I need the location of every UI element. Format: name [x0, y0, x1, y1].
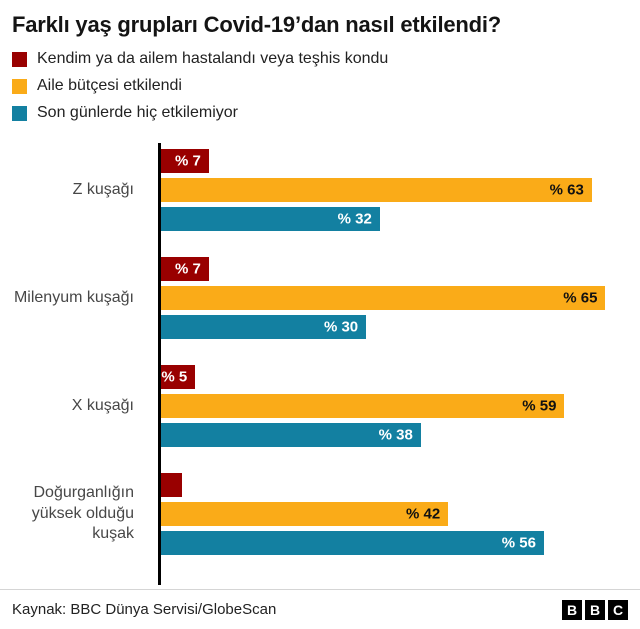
- bar-group: Doğurganlığın yüksek olduğu kuşak % 42 % 5…: [0, 473, 626, 555]
- header: Farklı yaş grupları Covid-19’dan nasıl e…: [0, 0, 640, 42]
- category-label: Doğurganlığın yüksek olduğu kuşak: [31, 483, 134, 543]
- bar-value-label: % 59: [522, 397, 557, 415]
- bar-value-label: % 42: [406, 505, 441, 523]
- bar: % 56: [161, 531, 544, 555]
- legend-label: Kendim ya da ailem hastalandı veya teşhi…: [37, 50, 389, 67]
- bar-value-label: % 56: [501, 534, 536, 552]
- bbc-logo-letter: B: [562, 599, 582, 620]
- bar: [161, 473, 182, 497]
- legend-item: Kendim ya da ailem hastalandı veya teşhi…: [12, 50, 626, 68]
- bar-value-label: % 65: [563, 289, 598, 307]
- bbc-logo-letter: C: [608, 599, 628, 620]
- bbc-logo: B B C: [562, 599, 628, 620]
- legend-swatch-teal: [12, 105, 27, 121]
- bar: % 7: [161, 149, 209, 173]
- bar-value-label: % 38: [378, 426, 413, 444]
- footer: Kaynak: BBC Dünya Servisi/GlobeScan B B …: [0, 589, 640, 629]
- bar-value-label: % 5: [161, 368, 188, 386]
- bar-series-group: % 7 % 63 % 32: [146, 149, 626, 231]
- bar: % 32: [161, 207, 380, 231]
- chart-groups: Z kuşağı % 7 % 63 % 32 Milenyum kuşağı % 7 % 6…: [0, 149, 626, 555]
- bar-value-label: % 7: [175, 152, 201, 170]
- bar: % 5: [161, 365, 196, 389]
- category-label: Milenyum kuşağı: [13, 288, 134, 306]
- bar: % 59: [161, 394, 565, 418]
- category-label: Z kuşağı: [72, 180, 134, 198]
- bar-group: Z kuşağı % 7 % 63 % 32: [0, 149, 626, 231]
- bar-series-group: % 5 % 59 % 38: [146, 365, 626, 447]
- source-caption: Kaynak: BBC Dünya Servisi/GlobeScan: [12, 601, 277, 618]
- legend-label: Aile bütçesi etkilendi: [37, 77, 182, 94]
- legend-swatch-orange: [12, 78, 27, 94]
- bbc-logo-letter: B: [585, 599, 605, 620]
- legend-item: Aile bütçesi etkilendi: [12, 77, 626, 95]
- bar-value-label: % 63: [549, 181, 584, 199]
- y-axis-line: [158, 143, 161, 585]
- page-title: Farklı yaş grupları Covid-19’dan nasıl e…: [12, 12, 502, 37]
- legend-label: Son günlerde hiç etkilemiyor: [37, 104, 238, 121]
- bar: % 63: [161, 178, 592, 202]
- bar: % 65: [161, 286, 606, 310]
- bar-chart: Z kuşağı % 7 % 63 % 32 Milenyum kuşağı % 7 % 6…: [0, 135, 640, 589]
- bar-value-label: % 30: [323, 318, 359, 336]
- bar: % 7: [161, 257, 209, 281]
- bar-value-label: % 7: [175, 260, 201, 278]
- bar: % 38: [161, 423, 421, 447]
- legend: Kendim ya da ailem hastalandı veya teşhi…: [0, 42, 640, 135]
- bar-series-group: % 42 % 56: [146, 473, 626, 555]
- legend-swatch-red: [12, 51, 27, 67]
- bar-value-label: % 32: [337, 210, 372, 228]
- category-label: X kuşağı: [71, 396, 134, 414]
- bar: % 42: [161, 502, 449, 526]
- legend-item: Son günlerde hiç etkilemiyor: [12, 104, 626, 122]
- bar-series-group: % 7 % 65 % 30: [146, 257, 626, 339]
- bar-group: X kuşağı % 5 % 59 % 38: [0, 365, 626, 447]
- bar-group: Milenyum kuşağı % 7 % 65 % 30: [0, 257, 626, 339]
- bar: % 30: [161, 315, 367, 339]
